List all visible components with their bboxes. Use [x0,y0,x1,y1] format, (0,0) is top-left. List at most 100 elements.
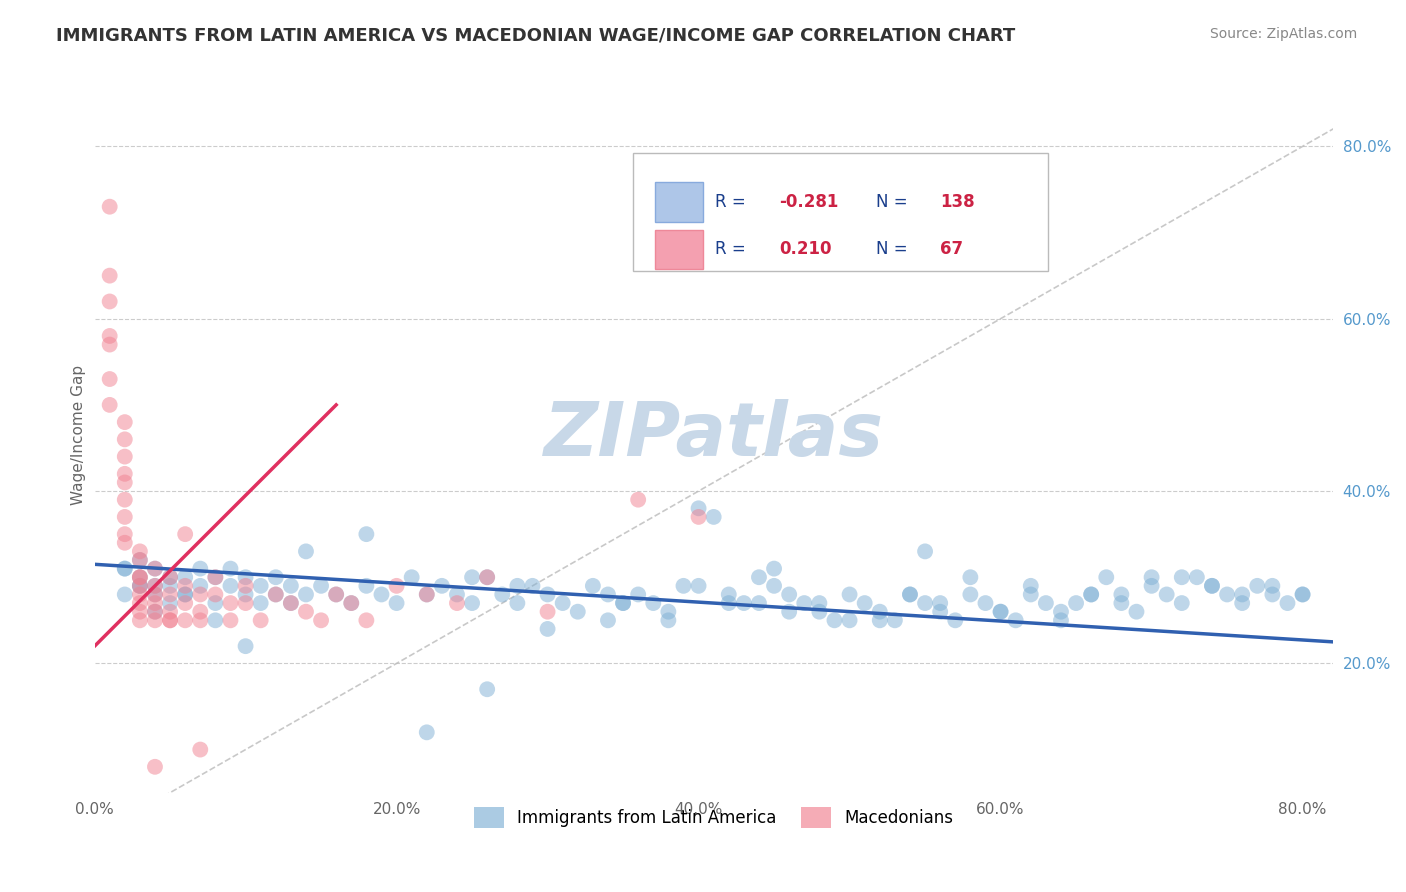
Point [204,613,226,627]
Point [174,527,197,541]
Point [688,501,710,516]
Point [1185,570,1208,584]
Point [657,605,679,619]
Point [114,561,136,575]
Point [1216,587,1239,601]
Point [959,570,981,584]
Point [974,596,997,610]
Point [703,509,725,524]
Point [114,535,136,549]
Point [778,605,800,619]
Text: -0.281: -0.281 [779,193,838,211]
Point [280,596,302,610]
Point [1080,587,1102,601]
Point [340,596,363,610]
Point [672,579,695,593]
Point [733,596,755,610]
Point [763,561,786,575]
Point [446,596,468,610]
Text: 138: 138 [941,193,974,211]
Point [1261,587,1284,601]
Point [143,561,166,575]
Point [808,605,831,619]
Point [325,587,347,601]
Y-axis label: Wage/Income Gap: Wage/Income Gap [72,365,86,505]
Point [1019,587,1042,601]
Point [461,570,484,584]
Point [1140,570,1163,584]
Text: IMMIGRANTS FROM LATIN AMERICA VS MACEDONIAN WAGE/INCOME GAP CORRELATION CHART: IMMIGRANTS FROM LATIN AMERICA VS MACEDON… [56,27,1015,45]
Point [159,596,181,610]
Point [143,596,166,610]
Point [204,570,226,584]
Text: N =: N = [876,193,912,211]
Point [188,605,211,619]
Point [612,596,634,610]
Text: 0.210: 0.210 [779,240,832,259]
Point [114,475,136,490]
Point [98,398,121,412]
Point [128,570,150,584]
Point [159,613,181,627]
Point [959,587,981,601]
Point [1156,587,1178,601]
Point [264,570,287,584]
Point [235,579,257,593]
Point [491,587,513,601]
Point [536,622,558,636]
Text: N =: N = [876,240,912,259]
Point [596,613,619,627]
Point [295,544,318,558]
Point [143,605,166,619]
Point [567,605,589,619]
Point [1111,587,1133,601]
Point [128,544,150,558]
Point [401,570,423,584]
Point [717,596,740,610]
Point [114,587,136,601]
Point [1050,605,1073,619]
Point [898,587,921,601]
Point [128,553,150,567]
Point [219,561,242,575]
Text: R =: R = [714,193,751,211]
Text: R =: R = [714,240,751,259]
Point [249,613,271,627]
Point [943,613,966,627]
Point [612,596,634,610]
Text: Source: ZipAtlas.com: Source: ZipAtlas.com [1209,27,1357,41]
Point [1050,613,1073,627]
Point [536,605,558,619]
Point [280,596,302,610]
Point [174,596,197,610]
Point [235,570,257,584]
Point [416,725,439,739]
Point [174,587,197,601]
Point [128,596,150,610]
Point [808,596,831,610]
Point [159,570,181,584]
Point [159,605,181,619]
Point [914,544,936,558]
Point [114,561,136,575]
Point [188,579,211,593]
Point [114,467,136,481]
Point [1246,579,1268,593]
Point [1111,596,1133,610]
Point [219,579,242,593]
Point [838,613,860,627]
Point [778,587,800,601]
Point [506,579,529,593]
Point [1125,605,1147,619]
Point [159,570,181,584]
Point [914,596,936,610]
Point [1201,579,1223,593]
Point [688,579,710,593]
Point [356,579,378,593]
Point [793,596,815,610]
Point [627,492,650,507]
Point [128,579,150,593]
Point [869,613,891,627]
Point [114,433,136,447]
Point [128,579,150,593]
